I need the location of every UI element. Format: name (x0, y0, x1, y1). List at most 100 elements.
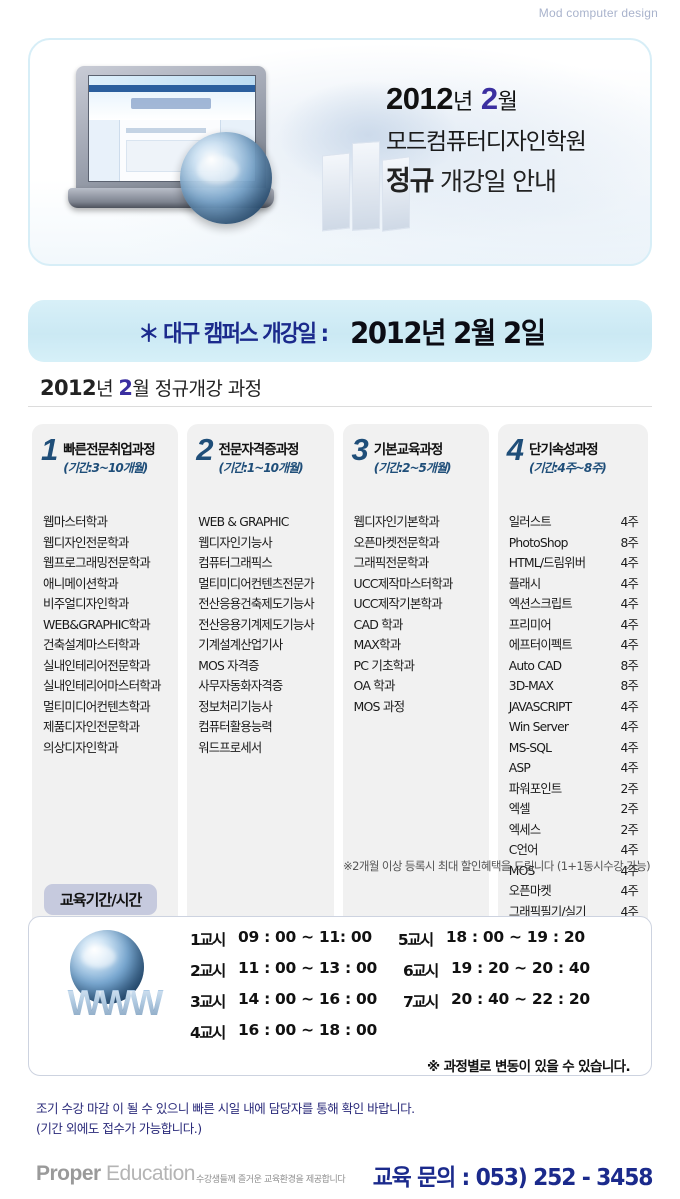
list-item: MOS 자격증 (198, 658, 259, 673)
section-month-suffix: 월 (132, 378, 150, 400)
logo-tagline: 수강생들께 즐거운 교육환경을 제공합니다 (196, 1175, 346, 1185)
period-time: 16 : 00 ~ 18 : 00 (238, 1021, 377, 1039)
column-title: 기본교육과정 (373, 442, 444, 458)
list-item: 건축설계마스터학과 (43, 637, 140, 652)
list-item: 컴퓨터활용능력 (198, 720, 272, 734)
course-weeks: 2주 (620, 802, 638, 816)
course-name: ASP (508, 761, 531, 775)
list-item: 실내인테리어마스터학과 (43, 678, 162, 693)
course-weeks: 8주 (620, 679, 638, 693)
globe-icon (180, 132, 272, 224)
hero-subtitle-rest: 개강일 안내 (433, 166, 557, 196)
list-item: 비주얼디자인학과 (43, 596, 129, 611)
column-title: 전문자격증과정 (218, 442, 300, 458)
list-item: CAD 학과 (353, 616, 404, 632)
course-weeks: 4주 (620, 699, 638, 714)
period-time: 09 : 00 ~ 11: 00 (238, 928, 372, 946)
course-name: 엑션스크립트 (508, 597, 573, 611)
list-item: Auto CAD 8주 (509, 656, 642, 677)
course-weeks: 4주 (620, 515, 638, 529)
course-weeks: 4주 (620, 761, 638, 775)
period-time: 14 : 00 ~ 16 : 00 (238, 990, 377, 1008)
course-weeks: 4주 (620, 576, 638, 591)
list-item: 엑션스크립트 4주 (509, 594, 642, 615)
campus-label: ＊ 대구 캠퍼스 개강일 : (138, 321, 329, 347)
course-weeks: 4주 (620, 556, 638, 570)
campus-opening-band: ＊ 대구 캠퍼스 개강일 : 2012년 2월 2일 (28, 300, 652, 362)
list-item: C언어 4주 (509, 840, 642, 861)
logo-word-2: Education (106, 1162, 195, 1185)
course-name: 프리미어 (508, 617, 552, 632)
course-weeks: 4주 (620, 904, 638, 919)
list-item: HTML/드림위버 4주 (509, 553, 642, 574)
list-item: ASP 4주 (509, 758, 642, 779)
list-item: 웹마스터학과 (43, 514, 108, 529)
course-name: 파워포인트 (508, 781, 562, 796)
course-columns: 1 빠른전문취업과정 (기간:3~10개월) 웹마스터학과 웹디자인전문학과 웹… (32, 424, 648, 950)
course-name: MOS (508, 863, 535, 878)
schedule-row: 1교시 09 : 00 ~ 11: 00 5교시 18 : 00 ~ 19 : 20 (190, 928, 640, 950)
www-text: WWW (58, 982, 170, 1024)
list-item: 3D-MAX 8주 (509, 676, 642, 697)
schedule-row: 3교시 14 : 00 ~ 16 : 00 7교시 20 : 40 ~ 22 : 2… (190, 990, 640, 1012)
logo-word-1: Proper (36, 1162, 101, 1185)
course-weeks: 4주 (620, 617, 638, 632)
list-item: OA 학과 (353, 678, 396, 693)
period-label: 4교시 (190, 1024, 226, 1042)
course-column-3: 3 기본교육과정 (기간:2~5개월) 웹디자인기본학과 오픈마켓전문학과 그래… (342, 424, 489, 950)
period-label: 5교시 (397, 931, 434, 949)
column-duration: (기간:2~5개월) (373, 461, 452, 475)
list-item: JAVASCRIPT 4주 (509, 697, 642, 718)
list-item: 멀티미디어컨텐츠전문가 (198, 576, 314, 591)
course-name: C언어 (508, 843, 539, 857)
brand-tagline: Mod computer design (538, 6, 658, 20)
section-year: 2012 (40, 376, 97, 400)
list-item: MS-SQL 4주 (509, 738, 642, 759)
course-weeks: 4주 (620, 638, 638, 652)
column-title: 단기속성과정 (529, 442, 599, 458)
campus-date: 2012년 2월 2일 (350, 316, 546, 350)
column-duration: (기간:1~10개월) (218, 461, 304, 475)
academy-name: 모드컴퓨터디자인학원 (386, 129, 587, 156)
list-item: PhotoShop 8주 (509, 533, 642, 554)
period-label: 7교시 (402, 993, 439, 1011)
list-item: 일러스트 4주 (509, 512, 642, 533)
course-name: 일러스트 (508, 515, 552, 529)
period-label: 6교시 (402, 962, 439, 980)
course-list-3: 웹디자인기본학과 오픈마켓전문학과 그래픽전문학과 UCC제작마스터학과 UCC… (343, 500, 489, 717)
course-name: Win Server (508, 720, 569, 734)
hero-year-suffix: 년 (452, 89, 473, 114)
list-item: 파워포인트 2주 (509, 779, 642, 800)
list-item: 워드프로세서 (198, 740, 262, 755)
schedule-tab-label: 교육기간/시간 (44, 884, 158, 915)
course-column-2: 2 전문자격증과정 (기간:1~10개월) WEB & GRAPHIC 웹디자인… (187, 424, 334, 950)
course-weeks: 8주 (620, 658, 638, 673)
course-name: 에프터이펙트 (508, 638, 573, 652)
list-item: UCC제작마스터학과 (353, 575, 454, 591)
list-item: 웹디자인기능사 (198, 535, 272, 550)
list-item: 그래픽필기/실기 4주 (509, 902, 642, 923)
course-name: 그래픽필기/실기 (508, 904, 587, 919)
course-weeks: 8주 (620, 535, 638, 550)
list-item: 의상디자인학과 (43, 739, 119, 755)
list-item: 엑셀 2주 (509, 799, 642, 820)
period-time: 19 : 20 ~ 20 : 40 (450, 959, 590, 977)
course-name: 엑셀 (508, 802, 531, 816)
period-time: 18 : 00 ~ 19 : 20 (445, 928, 585, 946)
course-name: 3D-MAX (508, 679, 554, 693)
period-label: 2교시 (190, 962, 226, 980)
section-divider (28, 406, 652, 407)
course-weeks: 4주 (620, 843, 638, 857)
course-list-1: 웹마스터학과 웹디자인전문학과 웹프로그래밍전문학과 애니메이션학과 비주얼디자… (32, 500, 178, 758)
hero-banner: 2012년 2월 모드컴퓨터디자인학원 정규 개강일 안내 (28, 38, 652, 266)
hero-subtitle-bold: 정규 (386, 165, 434, 197)
contact-phone: 교육 문의 : 053) 252 - 3458 (372, 1165, 653, 1191)
list-item: 웹디자인전문학과 (43, 534, 129, 550)
course-list-2: WEB & GRAPHIC 웹디자인기능사 컴퓨터그래픽스 멀티미디어컨텐츠전문… (187, 500, 333, 758)
schedule-row: 4교시 16 : 00 ~ 18 : 00 (190, 1021, 640, 1043)
list-item: PC 기초학과 (353, 657, 415, 673)
company-logo: Proper Education (36, 1162, 195, 1186)
course-name: MS-SQL (508, 740, 552, 755)
list-item: MOS 4주 (509, 861, 642, 882)
course-weeks: 4주 (620, 720, 638, 734)
